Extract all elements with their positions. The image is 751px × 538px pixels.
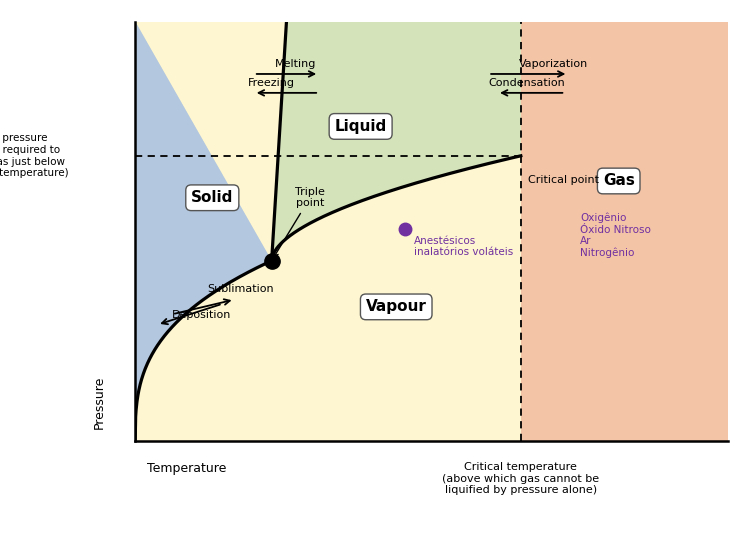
Text: Sublimation: Sublimation [207, 285, 273, 294]
Polygon shape [521, 22, 728, 441]
Text: Freezing: Freezing [248, 77, 295, 88]
Text: Liquid: Liquid [334, 119, 387, 134]
Polygon shape [135, 22, 286, 441]
Text: Deposition: Deposition [172, 310, 231, 320]
Text: Melting: Melting [275, 59, 316, 69]
Text: Critical point: Critical point [528, 175, 599, 185]
Text: Vapour: Vapour [366, 299, 427, 314]
Text: Solid: Solid [191, 190, 234, 206]
Text: Pressure: Pressure [92, 375, 105, 429]
Text: Temperature: Temperature [147, 462, 226, 475]
Text: Anestésicos
inalatórios voláteis: Anestésicos inalatórios voláteis [414, 236, 513, 257]
Polygon shape [135, 22, 286, 441]
Text: Vaporization: Vaporization [519, 59, 588, 69]
Text: Critical pressure
(pressure required to
liquify a gas just below
the critical te: Critical pressure (pressure required to … [0, 133, 69, 178]
Text: Condensation: Condensation [488, 77, 565, 88]
Text: Critical temperature
(above which gas cannot be
liquified by pressure alone): Critical temperature (above which gas ca… [442, 462, 599, 495]
Polygon shape [135, 22, 728, 441]
Text: Oxigênio
Óxido Nitroso
Ar
Nitrogênio: Oxigênio Óxido Nitroso Ar Nitrogênio [581, 213, 651, 258]
Polygon shape [272, 22, 521, 261]
Text: Triple
point: Triple point [274, 187, 325, 257]
Text: Gas: Gas [603, 173, 635, 188]
